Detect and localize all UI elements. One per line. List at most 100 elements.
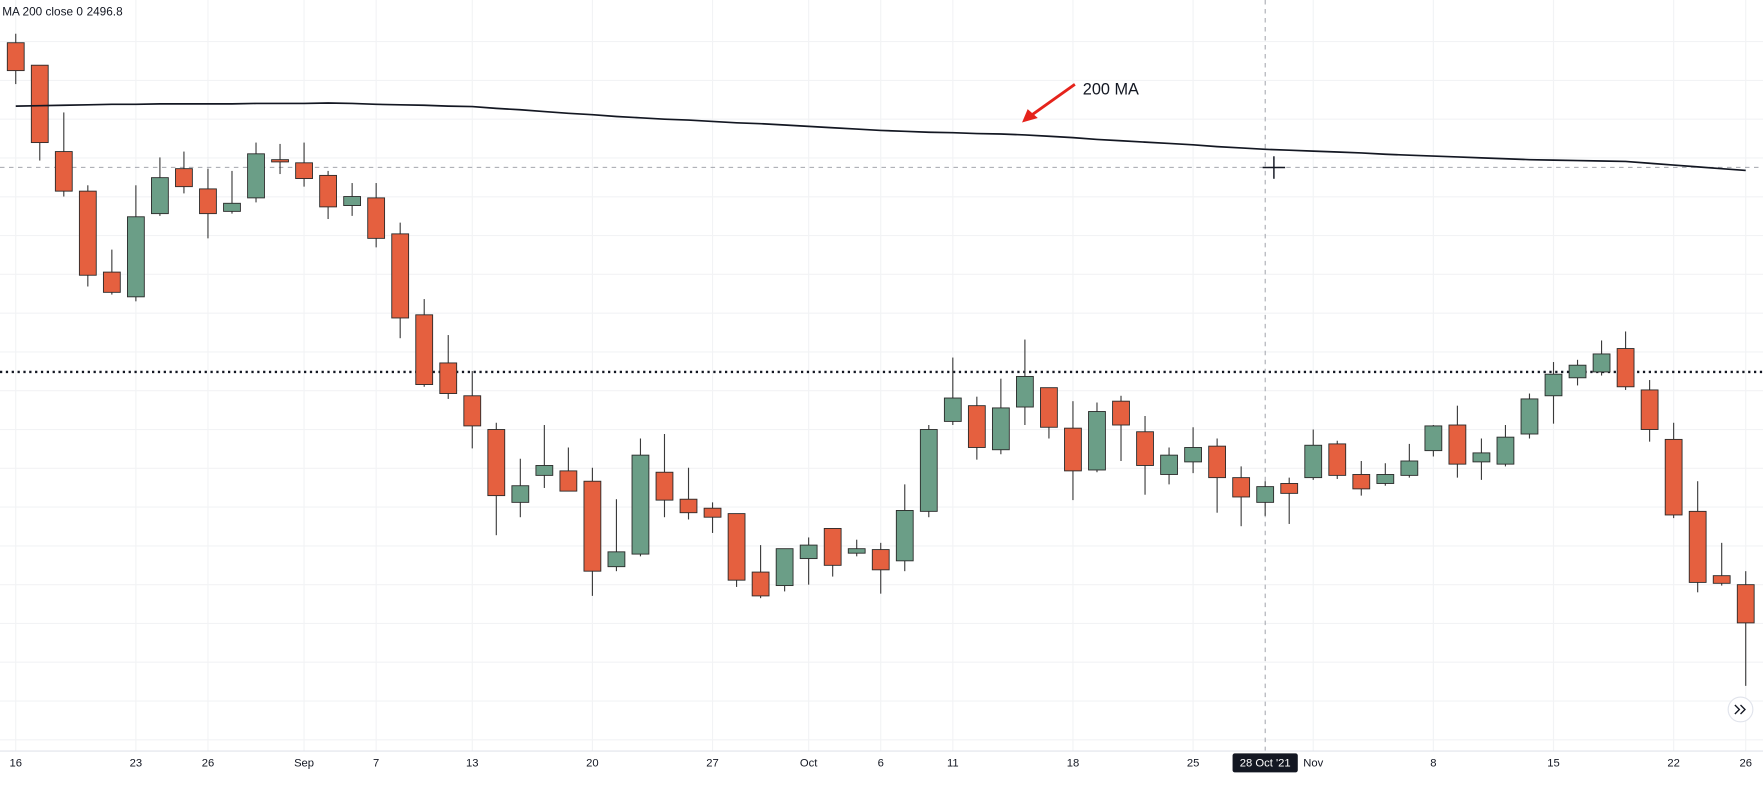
candle-body xyxy=(1520,398,1539,435)
candle-body xyxy=(679,498,698,514)
candle-body xyxy=(175,168,193,188)
x-tick-label: 16 xyxy=(9,757,22,769)
candle-body xyxy=(199,188,217,215)
candle-body xyxy=(1328,443,1347,476)
candle-body xyxy=(559,470,578,492)
candle-body xyxy=(30,64,49,144)
candle-body xyxy=(391,233,410,319)
cursor xyxy=(1262,156,1286,179)
x-tick-label: 26 xyxy=(202,757,215,769)
x-tick-label: 13 xyxy=(466,757,479,769)
x-tick-label: Oct xyxy=(800,757,818,769)
candle-body xyxy=(799,544,818,560)
candle-body xyxy=(1736,584,1755,624)
candle-body xyxy=(271,159,289,163)
candle-body xyxy=(54,151,73,192)
candle-body xyxy=(415,314,434,385)
candle-body xyxy=(1352,474,1371,490)
x-tick-label: Sep xyxy=(294,757,314,769)
candle-body xyxy=(1496,436,1515,465)
x-tick-label: 11 xyxy=(947,757,959,769)
candle-body xyxy=(727,513,746,581)
ma-legend-value: 2496.8 xyxy=(87,4,124,18)
candle-body xyxy=(919,429,938,512)
annotation-text: 200 MA xyxy=(1083,80,1139,98)
candle-body xyxy=(967,405,986,448)
x-tick-label: Nov xyxy=(1303,757,1323,769)
candle-body xyxy=(1184,447,1202,463)
candle-body xyxy=(1472,452,1491,463)
candle-body xyxy=(1112,400,1130,426)
candle-body xyxy=(847,548,866,554)
candle-body xyxy=(1208,445,1227,479)
candle-body xyxy=(439,362,458,394)
scroll-button-bg[interactable] xyxy=(1727,696,1754,723)
x-tick-label: 27 xyxy=(706,757,719,769)
candle-body xyxy=(1040,387,1058,428)
candle-body xyxy=(1400,460,1419,476)
candle-body xyxy=(319,174,337,208)
candle-body xyxy=(607,551,626,568)
candle-body xyxy=(1304,444,1323,479)
candle-body xyxy=(1424,425,1443,452)
x-tick-label: 15 xyxy=(1547,757,1560,769)
x-axis: 16 23 26 Sep 7 13 20 27 Oct 6 11 18 25 28 Oct '21 Nov 8… xyxy=(9,753,1752,773)
candle-body xyxy=(126,216,145,298)
candle-body xyxy=(6,42,25,72)
crosshair-label-bg xyxy=(1232,753,1298,773)
candle-body xyxy=(511,485,530,503)
candle-body xyxy=(1568,364,1587,379)
candle-body xyxy=(247,153,265,199)
x-tick-label: 23 xyxy=(130,757,143,769)
x-tick-label: 8 xyxy=(1430,757,1436,769)
annotation-arrow xyxy=(1022,83,1076,123)
arrow-shaft xyxy=(1031,83,1076,116)
candle-body xyxy=(1016,375,1034,408)
x-tick-label: 18 xyxy=(1067,757,1080,769)
candle-body xyxy=(871,549,890,571)
candle-body xyxy=(1544,373,1563,397)
candle-body xyxy=(1688,510,1707,583)
candle-body xyxy=(1376,474,1395,484)
candle-body xyxy=(1448,424,1467,465)
candle-body xyxy=(631,454,650,555)
candle-body xyxy=(463,395,482,427)
candle-body xyxy=(1136,431,1154,466)
x-tick-label: 25 xyxy=(1187,757,1200,769)
x-tick-label: 20 xyxy=(586,757,599,769)
x-tick-label: 26 xyxy=(1739,757,1752,769)
candle-body xyxy=(583,480,602,572)
marks xyxy=(0,0,1763,752)
ma-line xyxy=(15,102,1746,172)
candle-body xyxy=(991,407,1010,451)
candle-body xyxy=(1064,427,1082,472)
candle-body xyxy=(78,190,97,276)
x-tick-label: 7 xyxy=(373,757,379,769)
candle-body xyxy=(487,429,506,497)
candle-body xyxy=(775,548,794,587)
candle-body xyxy=(1592,353,1611,373)
candle-body xyxy=(343,196,362,206)
candle-body xyxy=(102,271,121,293)
candle-body xyxy=(1664,438,1683,516)
candle-body xyxy=(1088,411,1106,471)
candle-body xyxy=(1232,477,1251,498)
candle-body xyxy=(655,471,674,501)
candle-body xyxy=(295,162,313,179)
candle-body xyxy=(535,465,554,476)
x-tick-label: 22 xyxy=(1667,757,1680,769)
x-tick-label: 6 xyxy=(878,757,884,769)
scroll-button-icon[interactable] xyxy=(1734,704,1746,715)
candle-body xyxy=(751,571,770,597)
candle-body xyxy=(1160,454,1178,475)
candle-body xyxy=(1256,486,1275,503)
scroll-button[interactable] xyxy=(1727,696,1754,723)
candle-body xyxy=(1640,389,1659,430)
candle-body xyxy=(1712,575,1731,584)
candle-body xyxy=(943,397,962,422)
candle-body xyxy=(1616,348,1635,388)
candle-body xyxy=(823,527,842,566)
